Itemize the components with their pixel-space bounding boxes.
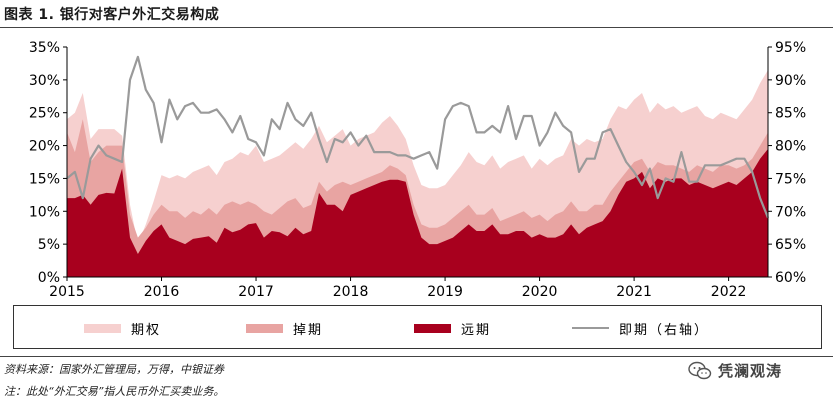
left-tick-label: 25%: [29, 106, 60, 122]
figure-title: 图表 1. 银行对客户外汇交易构成: [4, 7, 220, 23]
left-tick-label: 35%: [29, 40, 60, 56]
forwards-area: [67, 148, 768, 277]
source-note: 资料来源：国家外汇管理局，万得，中银证券: [4, 363, 224, 376]
left-tick-label: 10%: [29, 204, 60, 220]
chart-canvas: 0% 5% 10% 15% 20% 25% 30% 35% 60% 65% 70% 75% 80% 85%…: [29, 40, 806, 300]
notes-divider: [0, 356, 833, 357]
left-tick-label: 15%: [29, 171, 60, 187]
left-tick-label: 0%: [38, 270, 60, 286]
wechat-icon: [688, 361, 712, 379]
x-tick-label: 2021: [616, 284, 652, 300]
legend-label-swaps: 掉期: [293, 322, 324, 338]
x-tick-label: 2019: [427, 284, 463, 300]
legend-item-spot: 即期（右轴）: [572, 319, 710, 338]
left-tick-label: 20%: [29, 139, 60, 155]
legend-swatch-swaps: [246, 323, 283, 333]
legend-swatch-forwards: [414, 323, 451, 333]
right-tick-label: 90%: [775, 73, 806, 89]
x-tick-label: 2022: [711, 284, 747, 300]
right-tick-label: 70%: [775, 204, 806, 220]
axes: 0% 5% 10% 15% 20% 25% 30% 35% 60% 65% 70% 75% 80% 85%…: [29, 40, 806, 300]
right-tick-label: 85%: [775, 106, 806, 122]
right-tick-label: 80%: [775, 139, 806, 155]
left-tick-label: 5%: [38, 237, 60, 253]
watermark: 凭澜观涛: [688, 360, 782, 381]
x-tick-label: 2020: [522, 284, 558, 300]
x-tick-label: 2018: [333, 284, 369, 300]
x-tick-label: 2016: [144, 284, 180, 300]
legend-label-options: 期权: [131, 322, 162, 338]
title-divider: [0, 27, 833, 28]
legend-label-forwards: 远期: [461, 322, 492, 338]
right-tick-label: 75%: [775, 171, 806, 187]
legend-item-swaps: 掉期: [246, 319, 324, 338]
right-tick-label: 95%: [775, 40, 806, 56]
right-tick-label: 65%: [775, 237, 806, 253]
watermark-text: 凭澜观涛: [718, 362, 783, 380]
legend-item-options: 期权: [84, 319, 162, 338]
legend-line-spot: [572, 327, 609, 329]
remark-note: 注：此处“外汇交易”指人民币外汇买卖业务。: [4, 385, 225, 398]
legend-label-spot: 即期（右轴）: [619, 322, 710, 338]
legend-swatch-options: [84, 323, 121, 333]
spot-line-layer: [66, 55, 770, 219]
x-tick-label: 2017: [238, 284, 274, 300]
right-tick-label: 60%: [775, 270, 806, 286]
x-tick-label: 2015: [49, 284, 85, 300]
left-tick-label: 30%: [29, 73, 60, 89]
legend: 期权 掉期 远期 即期（右轴）: [13, 305, 822, 349]
spot-line: [66, 55, 770, 219]
stacked-areas: [67, 70, 768, 277]
legend-item-forwards: 远期: [414, 319, 492, 338]
